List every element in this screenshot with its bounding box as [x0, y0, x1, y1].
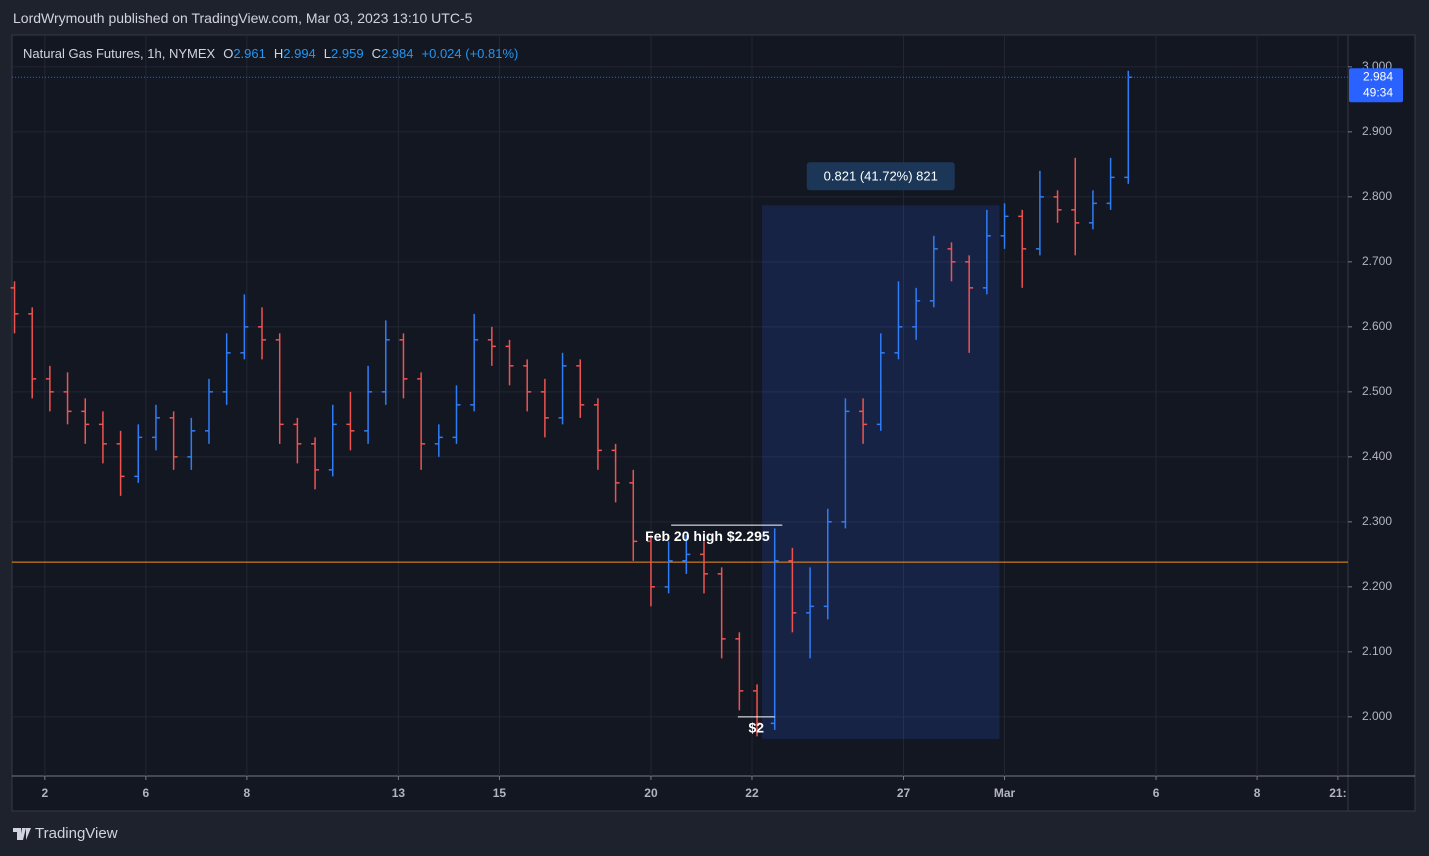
x-tick-label: 8: [1254, 786, 1261, 800]
open-value: 2.961: [233, 46, 266, 61]
high-value: 2.994: [283, 46, 316, 61]
open-label: O: [223, 46, 234, 61]
symbol: Natural Gas Futures, 1h, NYMEX: [23, 46, 216, 61]
y-tick-label: 2.300: [1362, 514, 1392, 528]
x-tick-label: 27: [897, 786, 911, 800]
brand: TradingView: [35, 825, 118, 842]
high-label: H: [273, 46, 284, 61]
last-price-box: [1349, 68, 1403, 103]
measure-label: 0.821 (41.72%) 821: [824, 169, 938, 184]
x-tick-label: 8: [244, 786, 251, 800]
countdown-label: 49:34: [1363, 85, 1393, 99]
chart-panel: [11, 34, 1416, 812]
annotation-label: $2: [748, 720, 764, 736]
last-price-label: 2.984: [1363, 69, 1393, 83]
y-tick-label: 2.600: [1362, 319, 1392, 333]
x-tick-label: 2: [41, 786, 48, 800]
close-value: 2.984: [380, 46, 414, 61]
close-label: C: [371, 46, 381, 61]
x-tick-label: 6: [143, 786, 150, 800]
change: +0.024 (+0.81%): [421, 46, 519, 61]
y-tick-label: 2.900: [1362, 124, 1392, 138]
low-label: L: [323, 46, 332, 61]
y-tick-label: 2.800: [1362, 189, 1392, 203]
y-tick-label: 2.500: [1362, 384, 1392, 398]
y-tick-label: 2.700: [1362, 254, 1392, 268]
y-tick-label: 2.400: [1362, 449, 1392, 463]
footer: TradingView: [13, 825, 118, 842]
x-tick-label: 13: [392, 786, 406, 800]
x-tick-label: 20: [644, 786, 658, 800]
x-tick-label: 15: [493, 786, 507, 800]
y-tick-label: 2.000: [1362, 709, 1392, 723]
y-tick-label: 2.100: [1362, 644, 1392, 658]
x-tick-label: 6: [1153, 786, 1160, 800]
publisher-line: LordWrymouth published on TradingView.co…: [13, 10, 473, 26]
x-tick-label: 22: [745, 786, 759, 800]
measure-label-box: [806, 162, 955, 191]
x-tick-label: Mar: [994, 786, 1016, 800]
legend: Natural Gas Futures, 1h, NYMEX O2.961 H2.9…: [23, 46, 526, 61]
x-tick-label: 21:: [1329, 786, 1346, 800]
logo: [13, 827, 31, 840]
annotation-label: Feb 20 high $2.295: [645, 528, 770, 544]
low-value: 2.959: [331, 46, 364, 61]
y-tick-label: 2.200: [1362, 579, 1392, 593]
measure-range: [762, 205, 1000, 739]
